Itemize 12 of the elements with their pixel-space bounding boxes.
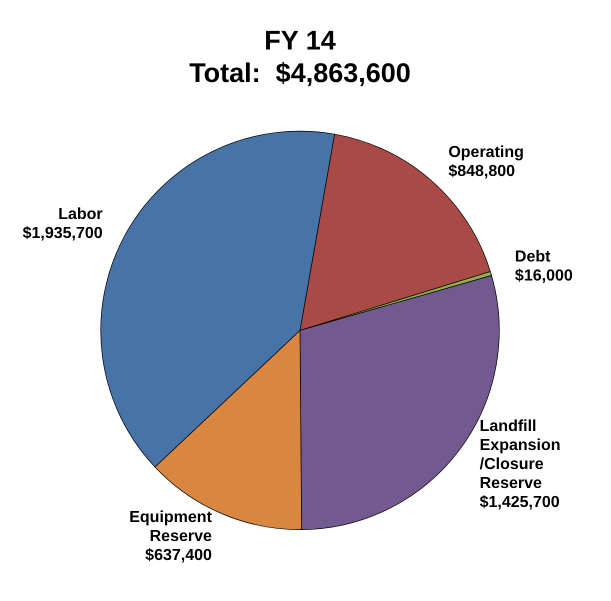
slice-label: Equipment Reserve bbox=[129, 509, 213, 546]
data-label: $1,425,700 bbox=[480, 494, 560, 512]
slice-label: Labor bbox=[58, 206, 103, 223]
data-label: $848,800 bbox=[448, 163, 516, 180]
slice-label: Debt bbox=[514, 248, 552, 266]
data-label: $637,400 bbox=[145, 547, 212, 564]
slice-label: Landfill Expansion /Closure Reserve bbox=[480, 418, 561, 492]
chart-subtitle: Total: $4,863,600 bbox=[189, 58, 411, 88]
data-label: $16,000 bbox=[514, 267, 573, 284]
chart-title: FY 14 bbox=[264, 26, 336, 56]
data-label: $1,935,700 bbox=[22, 224, 103, 242]
slice-label: Operating bbox=[448, 144, 524, 162]
